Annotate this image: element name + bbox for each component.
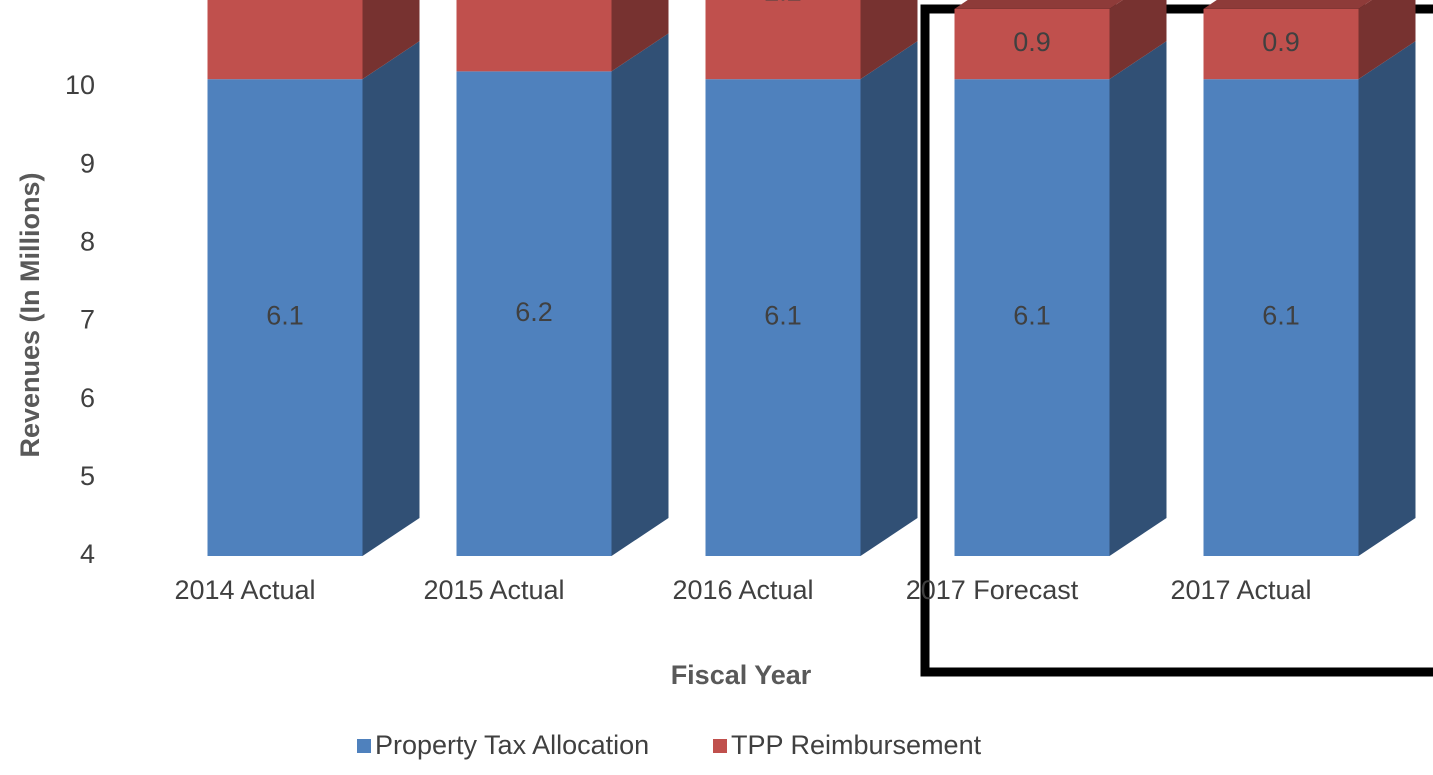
- bar-front: [705, 0, 861, 80]
- bar-front: [954, 8, 1110, 80]
- data-label: 0.9: [1262, 27, 1300, 57]
- legend-label: Property Tax Allocation: [375, 730, 649, 760]
- bar-front: [1203, 79, 1359, 556]
- bar-front: [954, 79, 1110, 556]
- bar-side: [1358, 41, 1416, 556]
- bar-side: [362, 0, 420, 80]
- bar-side: [362, 41, 420, 556]
- legend-label: TPP Reimbursement: [731, 730, 982, 760]
- bar-front: [207, 0, 363, 80]
- bar-front: [207, 79, 363, 556]
- bar-top: [954, 0, 1123, 9]
- bar-front: [456, 0, 612, 72]
- y-tick-label: 6: [80, 383, 95, 413]
- y-tick-label: 7: [80, 305, 95, 335]
- highlight-box: [920, 4, 1433, 677]
- y-tick-label: 5: [80, 461, 95, 491]
- x-tick-label: 2014 Actual: [174, 575, 315, 605]
- bar-side: [860, 0, 918, 80]
- bar-front: [456, 71, 612, 556]
- bar-side: [611, 33, 669, 557]
- bar-side: [1109, 0, 1167, 80]
- y-tick-label: 4: [80, 539, 95, 569]
- bar-side: [611, 0, 669, 72]
- bar-side: [1109, 41, 1167, 556]
- data-label: 2.2: [764, 0, 802, 6]
- data-label: 6.1: [1262, 301, 1300, 331]
- bar-front: [705, 79, 861, 556]
- y-tick-label: 9: [80, 148, 95, 178]
- bar-side: [860, 41, 918, 556]
- x-tick-label: 2017 Actual: [1170, 575, 1311, 605]
- bar-top: [1203, 0, 1372, 9]
- y-tick-label: 8: [80, 226, 95, 256]
- x-tick-label: 2016 Actual: [672, 575, 813, 605]
- data-label: 6.1: [1013, 301, 1051, 331]
- bar-side: [1358, 0, 1416, 80]
- y-axis-label: Revenues (In Millions): [15, 172, 45, 457]
- legend-swatch: [713, 739, 727, 753]
- bar-front: [1203, 8, 1359, 80]
- legend-swatch: [357, 739, 371, 753]
- x-tick-label: 2015 Actual: [423, 575, 564, 605]
- data-label: 6.2: [515, 297, 553, 327]
- data-label: 0.9: [1013, 27, 1051, 57]
- x-axis-label: Fiscal Year: [671, 660, 812, 690]
- data-label: 6.1: [764, 301, 802, 331]
- data-label: 6.1: [266, 301, 304, 331]
- x-tick-label: 2017 Forecast: [906, 575, 1079, 605]
- y-tick-label: 10: [65, 70, 95, 100]
